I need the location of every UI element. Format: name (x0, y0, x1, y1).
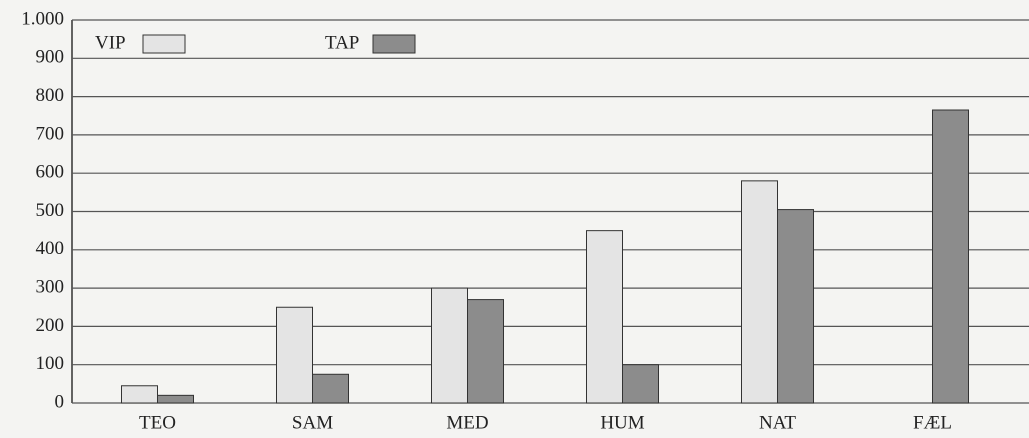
bar (431, 287, 468, 404)
y-tick-label: 200 (36, 315, 65, 336)
x-tick-label: MED (446, 412, 488, 433)
y-tick-label: 0 (55, 391, 65, 412)
legend-swatch (142, 34, 186, 54)
bar (586, 230, 623, 404)
y-tick-label: 100 (36, 353, 65, 374)
y-tick-label: 700 (36, 123, 65, 144)
x-tick-label: TEO (139, 412, 176, 433)
bar (467, 299, 504, 404)
legend-label: TAP (325, 32, 359, 53)
x-tick-label: HUM (600, 412, 644, 433)
y-tick-label: 1.000 (21, 8, 64, 29)
y-tick-label: 800 (36, 85, 65, 106)
y-tick-label: 300 (36, 276, 65, 297)
y-tick-label: 400 (36, 238, 65, 259)
legend-label: VIP (95, 32, 126, 53)
bar (932, 109, 969, 404)
y-tick-label: 500 (36, 200, 65, 221)
x-tick-label: SAM (292, 412, 333, 433)
bar (276, 306, 313, 404)
bar (121, 385, 158, 404)
bar (777, 209, 814, 404)
legend-swatch (372, 34, 416, 54)
y-tick-label: 900 (36, 47, 65, 68)
bar (741, 180, 778, 404)
bar (157, 394, 194, 404)
bar (622, 364, 659, 404)
y-tick-label: 600 (36, 162, 65, 183)
x-tick-label: NAT (759, 412, 796, 433)
bar (312, 373, 349, 404)
x-tick-label: FÆL (913, 412, 952, 433)
